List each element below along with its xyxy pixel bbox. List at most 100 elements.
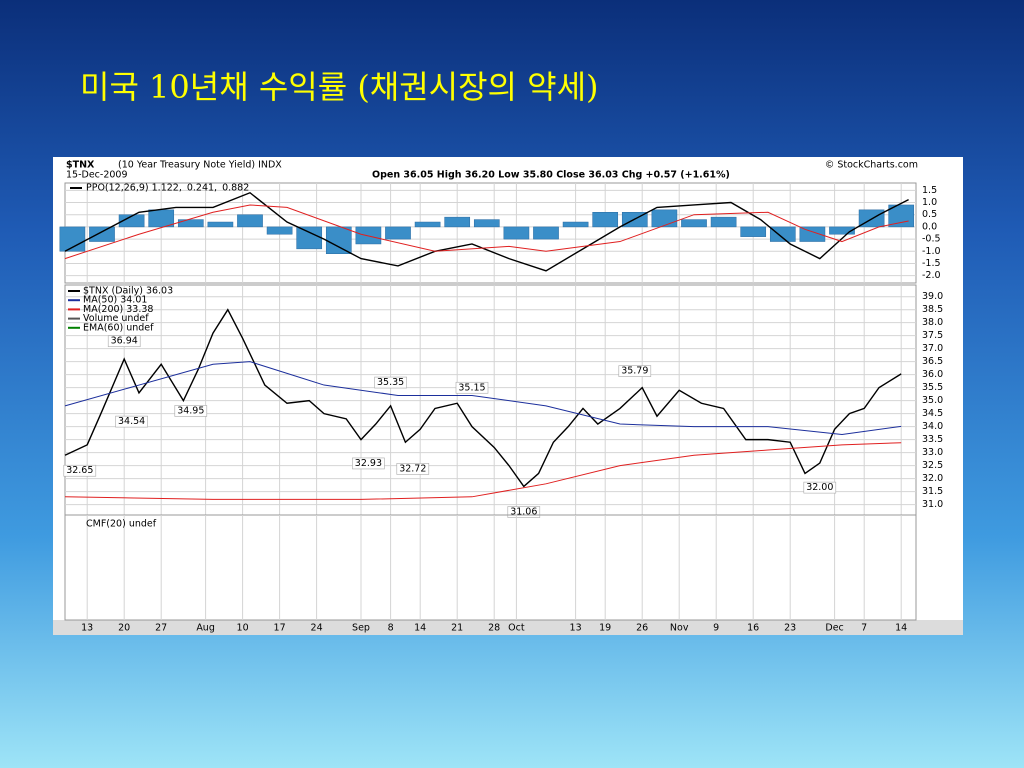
y-tick-label: -0.5 <box>922 234 941 245</box>
x-axis-band <box>53 620 963 635</box>
annotation: 32.65 <box>66 465 93 476</box>
quote: Open 36.05 High 36.20 Low 35.80 Close 36… <box>372 170 730 181</box>
x-tick-label: Nov <box>670 623 689 634</box>
x-tick-label: 16 <box>747 623 759 634</box>
y-tick-label: 0.0 <box>922 221 937 232</box>
x-tick-label: 17 <box>274 623 286 634</box>
x-tick-label: 24 <box>311 623 323 634</box>
x-tick-label: 14 <box>895 623 907 634</box>
y-tick-label: -1.0 <box>922 246 941 257</box>
histogram-bar <box>89 226 115 242</box>
y-tick-label: 37.0 <box>922 343 943 354</box>
x-tick-label: 9 <box>713 623 719 634</box>
x-tick-label: 20 <box>118 623 130 634</box>
y-tick-label: 32.5 <box>922 460 943 471</box>
x-tick-label: 21 <box>451 623 463 634</box>
x-tick-label: 13 <box>570 623 582 634</box>
histogram-bar <box>237 214 263 228</box>
histogram-bar <box>148 209 175 228</box>
annotation-box <box>455 381 489 394</box>
legend-entry: Volume undef <box>83 313 149 324</box>
histogram-bar <box>325 226 352 254</box>
y-tick-label: 33.5 <box>922 434 943 445</box>
histogram-bar <box>207 221 234 228</box>
histogram-bar <box>533 226 559 240</box>
x-tick-label: 14 <box>414 623 426 634</box>
y-tick-label: -2.0 <box>922 270 941 281</box>
y-tick-label: -1.5 <box>922 258 941 269</box>
y-tick-label: 32.0 <box>922 473 943 484</box>
histogram-bar <box>414 221 441 228</box>
histogram-bar <box>651 209 678 228</box>
annotation: 34.54 <box>118 416 145 427</box>
series-line <box>64 308 902 488</box>
histogram-bar <box>118 214 145 228</box>
y-tick-label: 31.0 <box>922 499 943 510</box>
x-tick-label: 27 <box>155 623 167 634</box>
legend-entry: 0.241, <box>187 183 217 194</box>
histogram-bar <box>710 216 737 228</box>
annotation: 32.72 <box>399 463 426 474</box>
annotation-box <box>115 415 148 428</box>
annotation: 35.79 <box>621 366 648 377</box>
annotation: 31.06 <box>510 507 537 518</box>
annotation-box <box>618 365 652 377</box>
x-tick-label: 28 <box>488 623 500 634</box>
panel-border <box>64 514 917 621</box>
x-tick-label: 10 <box>237 623 249 634</box>
y-tick-label: 33.0 <box>922 447 943 458</box>
annotation-box <box>803 481 837 494</box>
annotation-box <box>507 506 541 518</box>
description: (10 Year Treasury Note Yield) INDX <box>118 160 282 171</box>
y-tick-label: 36.5 <box>922 356 943 367</box>
histogram-bar <box>562 221 589 228</box>
histogram-bar <box>296 226 323 250</box>
x-tick-label: 7 <box>861 623 867 634</box>
histogram-bar <box>769 226 796 242</box>
annotation: 32.00 <box>806 482 833 493</box>
date: 15-Dec-2009 <box>66 170 128 181</box>
legend-entry: $TNX (Daily) 36.03 <box>83 286 173 297</box>
annotation-box <box>352 457 385 470</box>
x-tick-label: 13 <box>81 623 93 634</box>
annotation-box <box>107 335 141 348</box>
x-tick-label: 19 <box>599 623 611 634</box>
legend-entry: 0.882 <box>222 183 249 194</box>
histogram-bar <box>177 219 204 228</box>
annotation-box <box>174 405 208 417</box>
x-tick-label: 26 <box>636 623 648 634</box>
histogram-bar <box>266 226 293 235</box>
series-line <box>64 442 902 500</box>
annotation-box <box>374 376 407 389</box>
annotation: 32.93 <box>355 458 382 469</box>
symbol: $TNX <box>66 160 95 171</box>
y-tick-label: 31.5 <box>922 486 943 497</box>
histogram-bar <box>444 216 471 228</box>
legend-entry: PPO(12,26,9) 1.122, <box>86 183 182 194</box>
y-tick-label: 38.0 <box>922 317 943 328</box>
y-tick-label: 36.0 <box>922 369 943 380</box>
annotation: 34.95 <box>177 405 204 416</box>
y-tick-label: 0.5 <box>922 209 937 220</box>
x-tick-label: Aug <box>196 623 215 634</box>
histogram-bar <box>592 212 619 228</box>
histogram-bar <box>503 226 530 240</box>
x-tick-label: 23 <box>784 623 796 634</box>
series-line <box>64 204 909 260</box>
y-tick-label: 37.5 <box>922 330 943 341</box>
histogram-bar <box>473 219 500 228</box>
legend-entry: MA(200) 33.38 <box>83 304 153 315</box>
legend-entry: CMF(20) undef <box>86 519 157 530</box>
x-tick-label: Dec <box>825 623 843 634</box>
y-tick-label: 34.5 <box>922 408 943 419</box>
legend-entry: MA(50) 34.01 <box>83 295 147 306</box>
annotation-box <box>63 464 97 477</box>
legend-entry: EMA(60) undef <box>83 322 154 333</box>
y-tick-label: 39.0 <box>922 291 943 302</box>
y-tick-label: 34.0 <box>922 421 943 432</box>
y-tick-label: 35.0 <box>922 395 943 406</box>
annotation-box <box>396 463 430 475</box>
histogram-bar <box>385 226 411 240</box>
series-line <box>64 361 902 435</box>
x-tick-label: Oct <box>508 623 525 634</box>
